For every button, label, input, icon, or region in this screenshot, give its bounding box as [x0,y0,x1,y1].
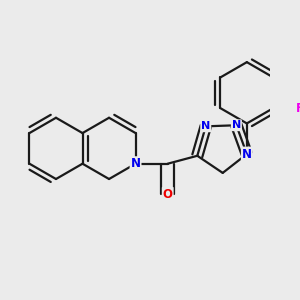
Text: N: N [242,148,252,160]
Text: F: F [296,102,300,115]
Text: N: N [130,157,141,170]
Text: O: O [163,188,173,201]
Text: N: N [232,120,241,130]
Text: N: N [201,121,210,131]
